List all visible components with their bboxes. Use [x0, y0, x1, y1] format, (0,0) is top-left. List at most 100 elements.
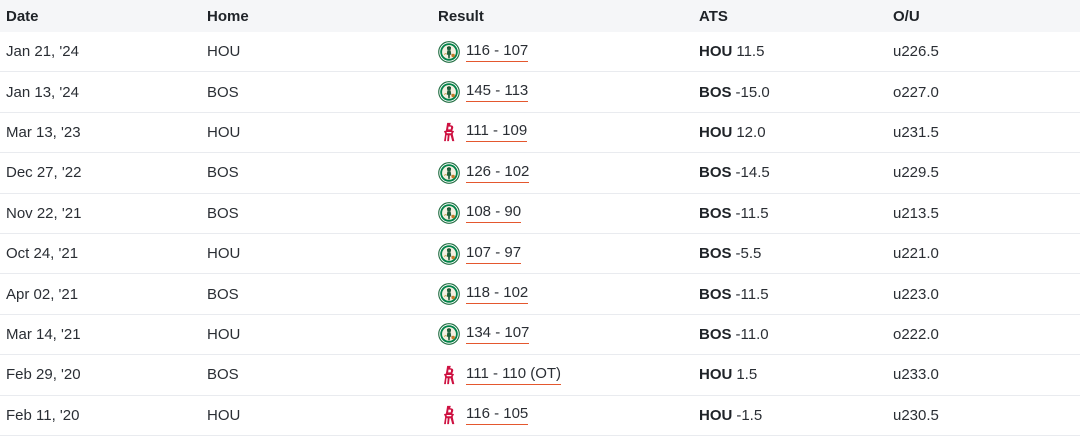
ats-line: -11.0: [735, 325, 769, 343]
home-team: HOU: [207, 325, 241, 343]
ats-cell: BOS -14.5: [699, 153, 770, 192]
ats-team: BOS: [699, 164, 732, 182]
ats-cell: HOU -1.5: [699, 396, 762, 435]
game-date: Mar 14, '21: [6, 325, 81, 343]
table-row: Dec 27, '22 BOS 126 - 102 BOS -14.5 u229…: [0, 153, 1080, 194]
home-team: BOS: [207, 164, 239, 182]
ats-team: BOS: [699, 285, 732, 303]
game-date: Feb 11, '20: [6, 406, 80, 424]
score-link[interactable]: 107 - 97: [466, 244, 522, 264]
header-date[interactable]: Date: [6, 7, 39, 25]
home-team: BOS: [207, 83, 239, 101]
table-row: Oct 24, '21 HOU 107 - 97 BOS -5.5 u221.0: [0, 234, 1080, 275]
rockets-logo-icon: [438, 121, 460, 143]
over-under: u233.0: [893, 366, 939, 384]
score-link[interactable]: 116 - 107: [466, 42, 529, 62]
table-row: Feb 29, '20 BOS 111 - 110 (OT) HOU 1.5 u…: [0, 355, 1080, 396]
ats-line: -1.5: [736, 406, 763, 424]
ats-cell: HOU 11.5: [699, 32, 764, 71]
score-link[interactable]: 116 - 105: [466, 405, 529, 426]
rockets-logo-icon: [438, 404, 460, 426]
header-result[interactable]: Result: [438, 7, 484, 25]
ats-line: -14.5: [735, 164, 770, 182]
celtics-logo-icon: [438, 323, 460, 346]
result-cell: 107 - 97: [438, 234, 522, 273]
game-date: Jan 21, '24: [6, 43, 79, 61]
score-link[interactable]: 111 - 109: [466, 122, 528, 143]
game-date: Apr 02, '21: [6, 285, 79, 303]
result-cell: 134 - 107: [438, 315, 530, 354]
home-team: HOU: [207, 123, 241, 141]
table-row: Mar 14, '21 HOU 134 - 107 BOS -11.0 o222…: [0, 315, 1080, 356]
header-ats[interactable]: ATS: [699, 7, 728, 25]
ats-cell: BOS -15.0: [699, 72, 770, 111]
result-cell: 111 - 109: [438, 113, 528, 152]
table-row: Mar 13, '23 HOU 111 - 109 HOU 12.0 u231.…: [0, 113, 1080, 154]
home-team: HOU: [207, 245, 241, 263]
celtics-logo-icon: [438, 162, 460, 184]
ats-cell: BOS -11.0: [699, 315, 769, 354]
game-date: Jan 13, '24: [6, 83, 79, 101]
home-team: HOU: [207, 406, 241, 424]
over-under: u221.0: [893, 245, 939, 263]
table-row: Apr 02, '21 BOS 118 - 102 BOS -11.5 u223…: [0, 274, 1080, 315]
ats-team: BOS: [699, 245, 732, 263]
rockets-logo-icon: [438, 364, 460, 386]
score-link[interactable]: 126 - 102: [466, 163, 530, 183]
ats-team: HOU: [699, 406, 733, 424]
game-date: Dec 27, '22: [6, 164, 82, 182]
table-row: Nov 22, '21 BOS 108 - 90 BOS -11.5 u213.…: [0, 194, 1080, 234]
table-row: Feb 11, '20 HOU 116 - 105 HOU -1.5 u230.…: [0, 396, 1080, 436]
score-link[interactable]: 134 - 107: [466, 324, 530, 345]
ats-team: HOU: [699, 123, 733, 141]
ats-line: -5.5: [735, 245, 762, 263]
ats-line: -15.0: [735, 83, 770, 101]
ats-cell: HOU 12.0: [699, 113, 766, 152]
ats-team: BOS: [699, 83, 732, 101]
over-under: o222.0: [893, 325, 939, 343]
header-home[interactable]: Home: [207, 7, 249, 25]
home-team: BOS: [207, 285, 239, 303]
ats-line: -11.5: [735, 204, 769, 222]
result-cell: 145 - 113: [438, 72, 529, 111]
score-link[interactable]: 118 - 102: [466, 284, 529, 305]
table-row: Jan 21, '24 HOU 116 - 107 HOU 11.5 u226.…: [0, 32, 1080, 73]
result-cell: 108 - 90: [438, 194, 522, 233]
result-cell: 116 - 107: [438, 32, 529, 71]
ats-line: 11.5: [736, 43, 765, 61]
home-team: HOU: [207, 43, 241, 61]
celtics-logo-icon: [438, 81, 460, 103]
ats-line: -11.5: [735, 285, 769, 303]
ats-line: 12.0: [736, 123, 766, 141]
celtics-logo-icon: [438, 242, 460, 265]
over-under: u231.5: [893, 123, 939, 141]
celtics-logo-icon: [438, 202, 460, 225]
over-under: o227.0: [893, 83, 939, 101]
table-body: Jan 21, '24 HOU 116 - 107 HOU 11.5 u226.…: [0, 32, 1080, 436]
ats-team: HOU: [699, 366, 733, 384]
game-date: Nov 22, '21: [6, 204, 82, 222]
ats-team: HOU: [699, 43, 733, 61]
ats-team: BOS: [699, 204, 732, 222]
score-link[interactable]: 111 - 110 (OT): [466, 365, 562, 385]
ats-cell: BOS -11.5: [699, 194, 769, 233]
game-date: Feb 29, '20: [6, 366, 81, 384]
ats-cell: BOS -5.5: [699, 234, 761, 273]
result-cell: 118 - 102: [438, 274, 529, 313]
header-ou[interactable]: O/U: [893, 7, 920, 25]
result-cell: 111 - 110 (OT): [438, 355, 562, 394]
table-header: Date Home Result ATS O/U: [0, 0, 1080, 32]
over-under: u230.5: [893, 406, 939, 424]
ats-line: 1.5: [736, 366, 758, 384]
game-date: Oct 24, '21: [6, 245, 79, 263]
score-link[interactable]: 145 - 113: [466, 82, 529, 103]
score-link[interactable]: 108 - 90: [466, 203, 522, 224]
ats-cell: BOS -11.5: [699, 274, 769, 313]
home-team: BOS: [207, 204, 239, 222]
celtics-logo-icon: [438, 40, 460, 63]
home-team: BOS: [207, 366, 239, 384]
celtics-logo-icon: [438, 283, 460, 305]
over-under: u226.5: [893, 43, 939, 61]
over-under: u229.5: [893, 164, 939, 182]
